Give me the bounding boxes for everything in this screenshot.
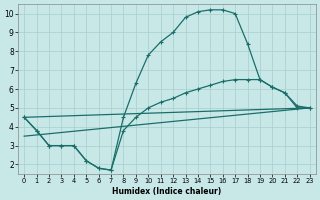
X-axis label: Humidex (Indice chaleur): Humidex (Indice chaleur) <box>112 187 221 196</box>
